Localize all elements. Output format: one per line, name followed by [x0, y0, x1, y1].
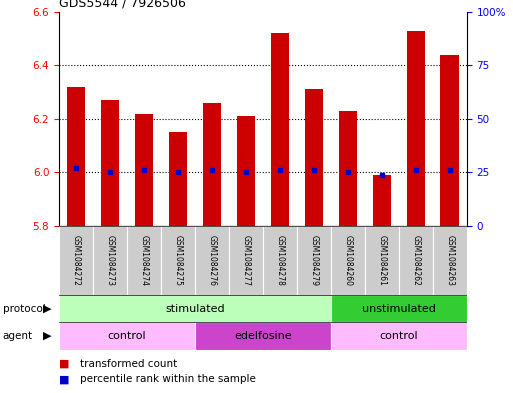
Text: ▶: ▶: [43, 331, 51, 341]
Bar: [195, 226, 229, 295]
Text: protocol: protocol: [3, 303, 45, 314]
Text: GDS5544 / 7926506: GDS5544 / 7926506: [59, 0, 186, 10]
Bar: [59, 295, 331, 322]
Bar: [331, 295, 467, 322]
Text: control: control: [380, 331, 418, 341]
Text: GSM1084263: GSM1084263: [445, 235, 455, 286]
Bar: [297, 226, 331, 295]
Text: ■: ■: [59, 358, 69, 369]
Bar: [270, 33, 289, 226]
Text: ■: ■: [59, 374, 69, 384]
Bar: [399, 226, 433, 295]
Bar: [59, 322, 195, 350]
Bar: [339, 111, 357, 226]
Bar: [67, 87, 85, 226]
Bar: [93, 226, 127, 295]
Text: GSM1084261: GSM1084261: [378, 235, 386, 286]
Bar: [195, 322, 331, 350]
Bar: [161, 226, 195, 295]
Text: edelfosine: edelfosine: [234, 331, 292, 341]
Text: transformed count: transformed count: [80, 358, 177, 369]
Bar: [101, 100, 120, 226]
Bar: [433, 226, 467, 295]
Text: stimulated: stimulated: [165, 303, 225, 314]
Text: GSM1084273: GSM1084273: [106, 235, 114, 286]
Text: GSM1084262: GSM1084262: [411, 235, 420, 286]
Bar: [331, 322, 467, 350]
Bar: [127, 226, 161, 295]
Text: agent: agent: [3, 331, 33, 341]
Text: GSM1084277: GSM1084277: [242, 235, 250, 286]
Bar: [263, 226, 297, 295]
Text: GSM1084260: GSM1084260: [343, 235, 352, 286]
Text: ▶: ▶: [43, 303, 51, 314]
Bar: [305, 90, 323, 226]
Bar: [236, 116, 255, 226]
Text: GSM1084276: GSM1084276: [207, 235, 216, 286]
Bar: [134, 114, 153, 226]
Text: GSM1084272: GSM1084272: [71, 235, 81, 286]
Text: GSM1084274: GSM1084274: [140, 235, 148, 286]
Bar: [372, 175, 391, 226]
Bar: [229, 226, 263, 295]
Bar: [169, 132, 187, 226]
Bar: [406, 31, 425, 226]
Bar: [365, 226, 399, 295]
Bar: [59, 226, 93, 295]
Text: unstimulated: unstimulated: [362, 303, 436, 314]
Bar: [441, 55, 459, 226]
Text: GSM1084278: GSM1084278: [275, 235, 284, 286]
Text: control: control: [108, 331, 146, 341]
Text: GSM1084275: GSM1084275: [173, 235, 183, 286]
Text: GSM1084279: GSM1084279: [309, 235, 319, 286]
Text: percentile rank within the sample: percentile rank within the sample: [80, 374, 255, 384]
Bar: [331, 226, 365, 295]
Bar: [203, 103, 221, 226]
